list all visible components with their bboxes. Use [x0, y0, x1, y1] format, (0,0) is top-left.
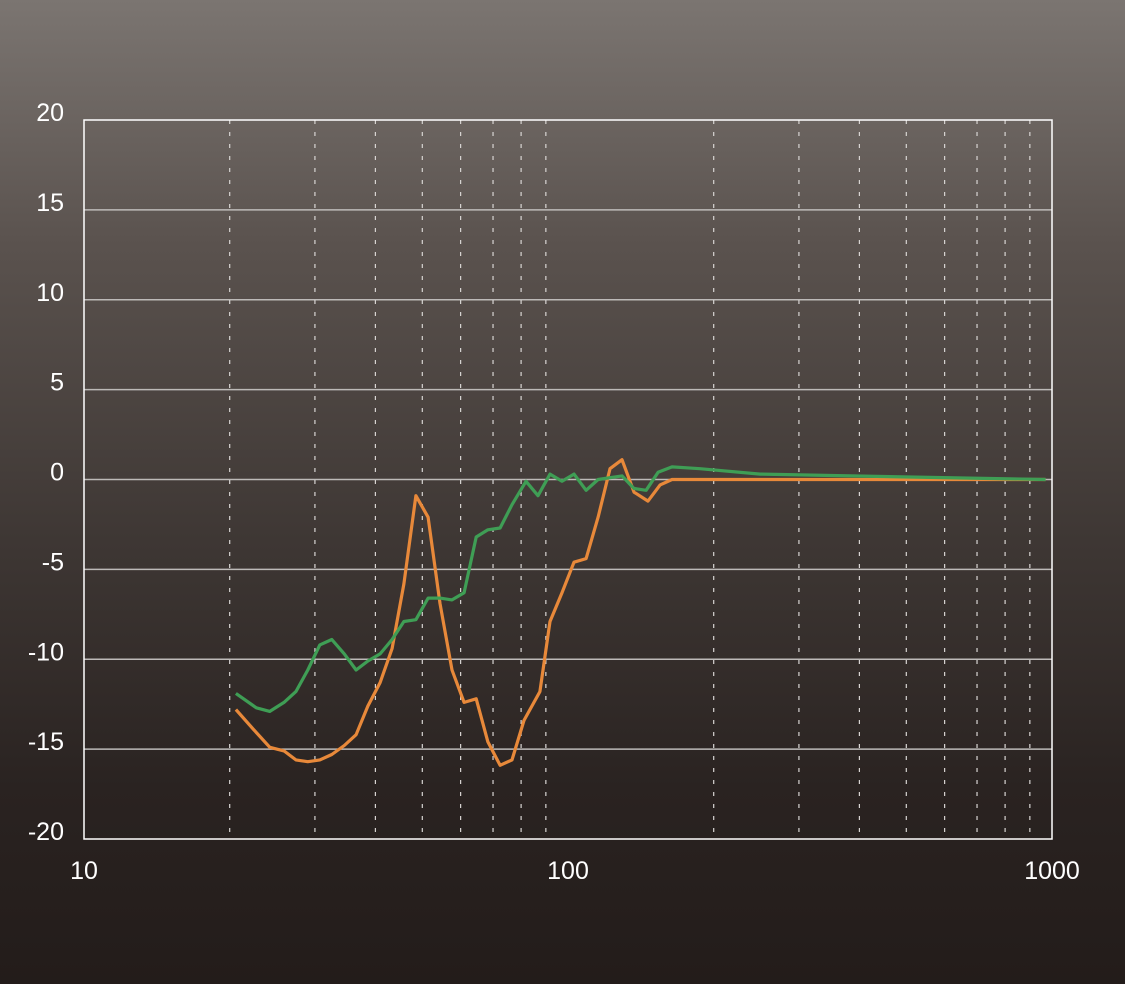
- grid: [84, 120, 1052, 839]
- y-tick-label: -20: [28, 818, 64, 846]
- x-tick-label: 100: [547, 857, 589, 885]
- x-tick-label: 1000: [1024, 857, 1080, 885]
- y-tick-label: 0: [50, 459, 64, 487]
- x-tick-label: 10: [70, 857, 98, 885]
- y-tick-label: 20: [36, 99, 64, 127]
- series-group: [234, 458, 1046, 767]
- y-tick-label: 5: [50, 369, 64, 397]
- x-axis-ticks: 10 100 1000: [70, 857, 1080, 885]
- series-line-green: [234, 465, 1046, 713]
- series-line-orange: [234, 458, 1046, 767]
- y-tick-label: -5: [42, 548, 64, 576]
- y-axis-ticks: 20 15 10 5 0 -5 -10 -15 -20: [28, 99, 64, 846]
- y-tick-label: 15: [36, 189, 64, 217]
- y-tick-label: -15: [28, 728, 64, 756]
- plot-frame: [83, 119, 1053, 840]
- y-tick-label: -10: [28, 638, 64, 666]
- y-tick-label: 10: [36, 279, 64, 307]
